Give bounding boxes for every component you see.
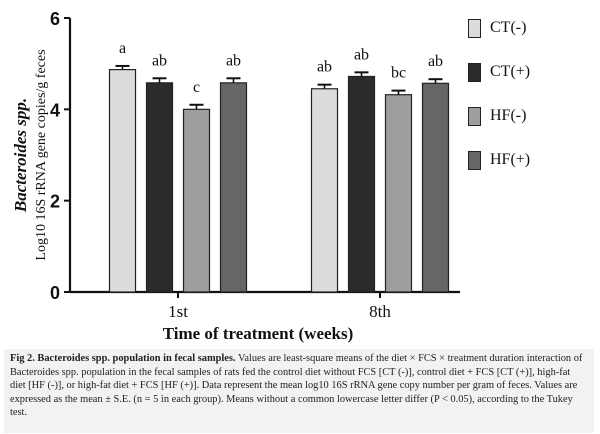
- legend-label: CT(+): [490, 63, 531, 80]
- legend-item: CT(+): [468, 50, 593, 94]
- significance-letter: a: [119, 40, 126, 57]
- significance-letter: ab: [354, 46, 369, 63]
- legend-swatch: [468, 106, 481, 126]
- legend-swatch: [468, 18, 481, 38]
- y-tick-label: 2: [50, 192, 60, 212]
- bar: [219, 82, 248, 293]
- legend-swatch: [468, 62, 481, 82]
- caption-title: Fig 2. Bacteroides spp. population in fe…: [10, 353, 236, 364]
- significance-letter: ab: [428, 53, 443, 70]
- y-tick-label: 0: [50, 283, 60, 303]
- bar: [145, 82, 174, 293]
- bar: [182, 108, 211, 293]
- caption-text: Values are least-square means of the die…: [10, 353, 583, 419]
- y-axis-subtitle: Log10 16S rRNA gene copies/g feces: [34, 49, 49, 260]
- significance-letter: c: [193, 79, 200, 96]
- x-tick-label: 8th: [369, 302, 391, 321]
- x-tick-label: 1st: [168, 302, 188, 321]
- significance-letter: ab: [152, 52, 167, 69]
- bacteroides-bar-chart: Bacteroides spp. Log10 16S rRNA gene cop…: [11, 9, 460, 343]
- legend-label: CT(-): [490, 19, 527, 36]
- bar: [347, 75, 376, 293]
- bar: [108, 69, 137, 293]
- x-axis-title: Time of treatment (weeks): [163, 324, 354, 343]
- legend-label: HF(+): [490, 151, 531, 168]
- y-tick-label: 4: [50, 100, 60, 120]
- bar: [384, 94, 413, 293]
- significance-letter: ab: [226, 52, 241, 69]
- legend-label: HF(-): [490, 107, 527, 124]
- legend-swatch: [468, 150, 481, 170]
- figure-caption: Fig 2. Bacteroides spp. population in fe…: [4, 349, 594, 433]
- y-axis-title: Bacteroides spp.: [11, 98, 30, 213]
- legend-item: HF(+): [468, 138, 593, 182]
- legend-item: CT(-): [468, 6, 593, 50]
- bar: [310, 88, 339, 293]
- chart-legend: CT(-) CT(+) HF(-) HF(+): [468, 6, 593, 182]
- significance-letter: bc: [391, 65, 406, 82]
- legend-item: HF(-): [468, 94, 593, 138]
- y-tick-label: 6: [50, 9, 60, 29]
- significance-letter: ab: [317, 59, 332, 76]
- bar: [421, 82, 450, 293]
